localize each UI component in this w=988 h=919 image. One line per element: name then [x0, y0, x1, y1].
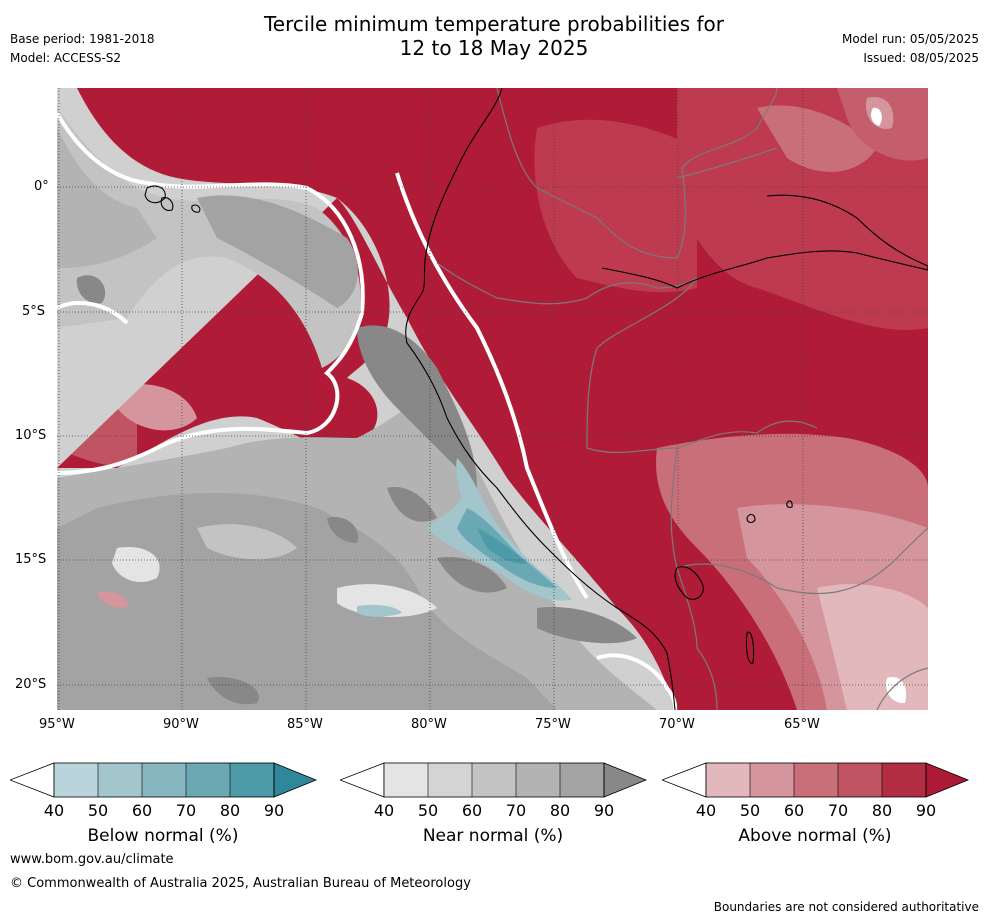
- footer-url[interactable]: www.bom.gov.au/climate: [10, 852, 174, 867]
- graticule: [57, 88, 928, 710]
- below-normal-areas: [97, 458, 572, 617]
- model-run: Model run: 05/05/2025: [841, 32, 979, 46]
- below-tick-70: 70: [175, 801, 197, 820]
- colorbar-below-normal: [10, 762, 318, 798]
- lat-tick-20s: 20°S: [15, 677, 47, 692]
- probability-map: [57, 88, 928, 710]
- lon-tick-75w: 75°W: [535, 717, 571, 732]
- page-title: Tercile minimum temperature probabilitie…: [0, 12, 988, 60]
- near-tick-50: 50: [417, 801, 439, 820]
- model-name: Model: ACCESS-S2: [10, 51, 122, 65]
- country-borders: [436, 88, 928, 710]
- above-tick-80: 80: [871, 801, 893, 820]
- coastline: [144, 88, 928, 710]
- near-tick-70: 70: [505, 801, 527, 820]
- lat-tick-10s: 10°S: [15, 428, 47, 443]
- lat-tick-5s: 5°S: [22, 304, 46, 319]
- issued-date: Issued: 08/05/2025: [863, 51, 979, 65]
- near-tick-40: 40: [373, 801, 395, 820]
- colorbar-below-label: Below normal (%): [87, 826, 239, 846]
- lon-tick-65w: 65°W: [784, 717, 820, 732]
- base-period: Base period: 1981-2018: [10, 32, 155, 46]
- colorbar-near-normal: [340, 762, 648, 798]
- footer-disclaimer: Boundaries are not considered authoritat…: [713, 900, 979, 914]
- below-tick-60: 60: [131, 801, 153, 820]
- below-tick-80: 80: [219, 801, 241, 820]
- lon-tick-95w: 95°W: [39, 717, 75, 732]
- lat-tick-15s: 15°S: [15, 552, 47, 567]
- below-tick-90: 90: [263, 801, 285, 820]
- footer-copyright: © Commonwealth of Australia 2025, Austra…: [10, 876, 471, 891]
- near-normal-areas: [57, 88, 677, 710]
- lon-tick-90w: 90°W: [163, 717, 199, 732]
- above-tick-60: 60: [783, 801, 805, 820]
- lon-tick-80w: 80°W: [411, 717, 447, 732]
- below-tick-40: 40: [43, 801, 65, 820]
- colorbar-above-label: Above normal (%): [738, 826, 892, 846]
- colorbar-above-normal: [662, 762, 970, 798]
- near-tick-80: 80: [549, 801, 571, 820]
- lon-tick-70w: 70°W: [659, 717, 695, 732]
- colorbar-near-label: Near normal (%): [422, 826, 564, 846]
- near-tick-90: 90: [593, 801, 615, 820]
- lat-tick-0: 0°: [34, 179, 49, 194]
- title-line-1: Tercile minimum temperature probabilitie…: [263, 12, 725, 36]
- above-tick-50: 50: [739, 801, 761, 820]
- lon-tick-85w: 85°W: [287, 717, 323, 732]
- title-line-2: 12 to 18 May 2025: [399, 36, 589, 60]
- above-tick-40: 40: [695, 801, 717, 820]
- below-tick-50: 50: [87, 801, 109, 820]
- above-tick-90: 90: [915, 801, 937, 820]
- above-tick-70: 70: [827, 801, 849, 820]
- near-tick-60: 60: [461, 801, 483, 820]
